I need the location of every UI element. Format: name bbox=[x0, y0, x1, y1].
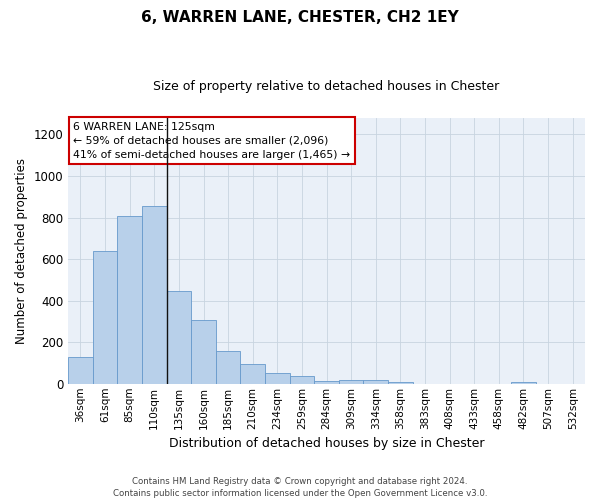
Bar bbox=[388, 382, 413, 384]
Bar bbox=[339, 380, 364, 384]
Text: 6, WARREN LANE, CHESTER, CH2 1EY: 6, WARREN LANE, CHESTER, CH2 1EY bbox=[141, 10, 459, 25]
Text: Contains HM Land Registry data © Crown copyright and database right 2024.
Contai: Contains HM Land Registry data © Crown c… bbox=[113, 476, 487, 498]
Bar bbox=[511, 382, 536, 384]
Bar bbox=[216, 351, 241, 384]
Bar bbox=[191, 320, 216, 384]
Bar bbox=[265, 374, 290, 384]
Bar bbox=[118, 216, 142, 384]
Y-axis label: Number of detached properties: Number of detached properties bbox=[15, 158, 28, 344]
Bar bbox=[93, 251, 118, 384]
Bar bbox=[68, 356, 93, 384]
Bar bbox=[314, 380, 339, 384]
Text: 6 WARREN LANE: 125sqm
← 59% of detached houses are smaller (2,096)
41% of semi-d: 6 WARREN LANE: 125sqm ← 59% of detached … bbox=[73, 122, 350, 160]
X-axis label: Distribution of detached houses by size in Chester: Distribution of detached houses by size … bbox=[169, 437, 484, 450]
Title: Size of property relative to detached houses in Chester: Size of property relative to detached ho… bbox=[154, 80, 500, 93]
Bar bbox=[364, 380, 388, 384]
Bar bbox=[241, 364, 265, 384]
Bar bbox=[290, 376, 314, 384]
Bar bbox=[142, 206, 167, 384]
Bar bbox=[167, 292, 191, 384]
